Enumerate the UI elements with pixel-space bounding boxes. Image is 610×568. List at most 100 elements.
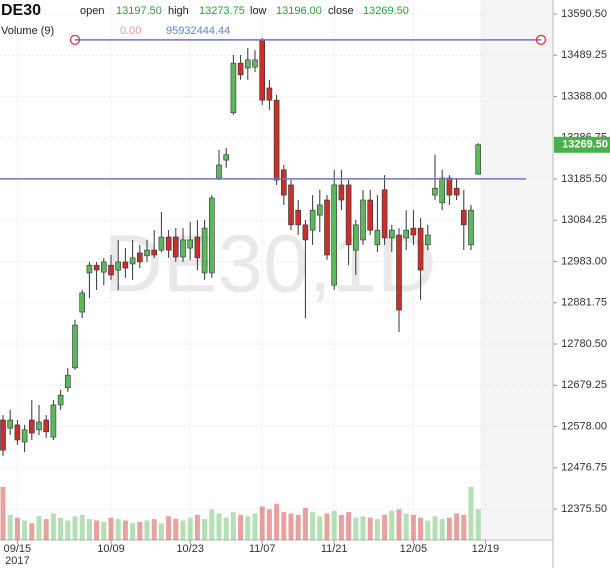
y-tick-label: 12679.25	[561, 379, 607, 391]
candle-body	[50, 404, 57, 438]
candle-body	[446, 177, 453, 196]
volume-bar	[245, 516, 251, 540]
candle-body	[57, 394, 64, 406]
line-handle	[69, 34, 81, 46]
y-tick-label: 13388.00	[561, 90, 607, 102]
volume-bar	[151, 519, 157, 540]
candle-body	[209, 197, 215, 274]
volume-bar	[389, 510, 395, 540]
volume-bar	[202, 519, 208, 540]
volume-bar	[29, 523, 35, 540]
field-value: 13196.00	[276, 5, 322, 17]
candle-body	[108, 264, 114, 276]
candle-body	[122, 261, 129, 269]
candle-body	[338, 184, 345, 201]
volume-bar	[274, 503, 280, 540]
x-tick-label: 10/23	[176, 543, 204, 555]
volume-bar	[122, 520, 128, 540]
candle-body	[295, 209, 302, 226]
candle-body	[460, 209, 467, 226]
volume-bar	[14, 517, 20, 540]
candle-body	[151, 249, 157, 256]
candle-body	[475, 144, 482, 175]
candle-body	[230, 62, 237, 114]
y-tick-label: 13590.50	[561, 8, 607, 20]
candle-body	[266, 87, 273, 101]
candle-body	[273, 99, 280, 181]
volume-panel	[0, 487, 481, 540]
y-tick-label: 12375.50	[561, 503, 607, 515]
y-tick-label: 13185.50	[561, 173, 607, 185]
volume-bar	[144, 520, 150, 540]
field-value: 13273.75	[199, 5, 245, 17]
candle-body	[237, 62, 244, 76]
volume-bar	[79, 514, 85, 540]
header: DE30 Volume (9) 0.00 95932444.44 open 131…	[1, 2, 409, 37]
volume-bar	[418, 517, 424, 540]
x-tick-label: 11/07	[249, 543, 276, 555]
volume-bar	[454, 513, 460, 540]
volume-name: Volume (9)	[1, 25, 54, 37]
candle-body	[252, 59, 258, 68]
volume-bar	[238, 514, 244, 540]
volume-bar	[72, 516, 78, 540]
overlay: 13269.50	[0, 34, 610, 180]
volume-bar	[223, 517, 229, 540]
volume-bar	[461, 514, 467, 540]
candle-body	[0, 419, 6, 451]
candle-body	[360, 199, 366, 241]
candle-body	[216, 164, 222, 179]
candle-body	[367, 199, 374, 231]
candle-body	[101, 261, 107, 273]
candle-body	[316, 204, 323, 216]
field-value: 13269.50	[363, 5, 409, 17]
volume-bar	[101, 521, 107, 540]
candle-body	[79, 292, 85, 313]
volume-bar	[230, 512, 236, 540]
x-tick-label: 12/19	[472, 543, 500, 555]
candle-body	[158, 236, 165, 251]
volume-bar	[209, 509, 215, 540]
volume-bar	[432, 516, 438, 540]
volume-bar	[302, 507, 308, 540]
volume-bar	[346, 512, 352, 540]
volume-bar	[281, 512, 287, 540]
candle-body	[86, 264, 93, 274]
volume-bar	[468, 487, 474, 540]
volume-bar	[331, 510, 337, 540]
candle-body	[345, 184, 352, 246]
volume-bar	[317, 516, 323, 540]
candle-body	[259, 39, 266, 101]
volume-bar	[425, 520, 431, 540]
volume-bar	[0, 487, 6, 540]
volume-bar	[22, 520, 28, 540]
candle-body	[468, 209, 474, 246]
candle-body	[410, 227, 417, 236]
last-price-box	[554, 136, 610, 153]
volume-bar	[7, 514, 13, 540]
volume-bar	[338, 514, 344, 540]
x-tick-label: 11/21	[321, 543, 348, 555]
candle-body	[129, 257, 136, 265]
candle-body	[194, 236, 201, 259]
x-tick-label: 09/15	[4, 543, 32, 555]
watermark: DE30,1D	[104, 219, 437, 310]
candle-body	[93, 264, 100, 271]
field-name: high	[168, 5, 189, 17]
volume-bar	[382, 514, 388, 540]
y-tick-label: 12881.75	[561, 297, 607, 309]
candle-body	[187, 239, 193, 249]
candle-body	[403, 229, 410, 239]
y-tick-label: 12476.75	[561, 462, 607, 474]
candle-body	[144, 249, 150, 257]
candle-body	[352, 224, 359, 251]
volume-bar	[115, 519, 121, 540]
y-tick-label: 12578.00	[561, 420, 607, 432]
volume-bar	[403, 513, 409, 540]
volume-bar	[410, 514, 416, 540]
candle-body	[453, 187, 460, 196]
last-price-label: 13269.50	[562, 139, 608, 151]
candle-body	[72, 324, 78, 369]
